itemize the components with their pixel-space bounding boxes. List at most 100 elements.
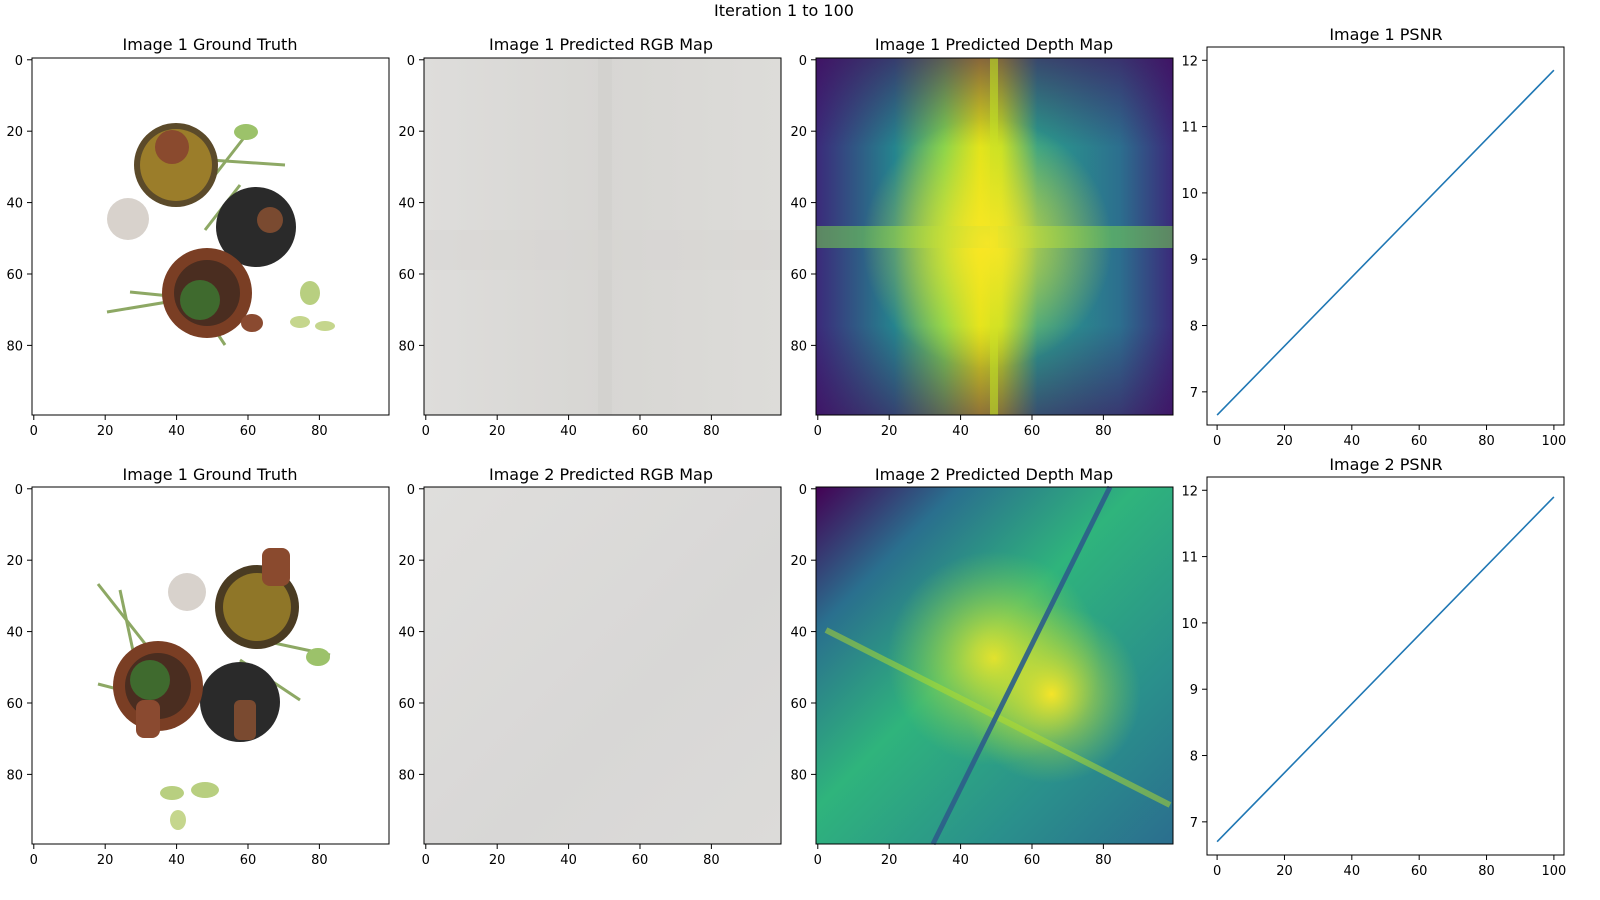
panel-title: Image 2 Predicted RGB Map (489, 465, 713, 484)
y-tick-label: 60 (398, 697, 415, 712)
x-tick-label: 100 (1541, 864, 1566, 879)
x-tick-label: 20 (97, 853, 114, 868)
y-tick-label: 40 (790, 626, 807, 641)
x-tick-label: 0 (814, 853, 822, 868)
x-tick-label: 80 (1478, 864, 1495, 879)
y-tick-label: 7 (1190, 816, 1198, 831)
y-tick-label: 40 (398, 626, 415, 641)
x-tick-label: 0 (422, 424, 430, 439)
axes-frame (423, 57, 782, 416)
axes-frame (31, 486, 390, 845)
x-tick-label: 60 (632, 853, 649, 868)
x-ticks: 0 20 40 60 80 (422, 844, 720, 868)
axes-frame (815, 57, 1174, 416)
psnr-series-line (1216, 69, 1555, 416)
y-tick-label: 80 (6, 339, 23, 354)
x-ticks: 0 20 40 60 80 (30, 844, 328, 868)
axes-frame (31, 57, 390, 416)
x-tick-label: 60 (240, 424, 257, 439)
y-tick-label: 10 (1181, 187, 1198, 202)
y-tick-label: 0 (799, 54, 807, 69)
x-ticks: 0 20 40 60 80 (814, 415, 1112, 439)
panel-r1-psnr: Image 1 PSNR 7 8 9 10 11 12 0 20 40 60 80 100 (1181, 25, 1566, 449)
y-tick-label: 20 (398, 125, 415, 140)
ground-truth-scene (106, 123, 335, 346)
x-tick-label: 20 (97, 424, 114, 439)
x-tick-label: 80 (1478, 434, 1495, 449)
y-tick-label: 40 (6, 197, 23, 212)
panel-title: Image 1 Ground Truth (123, 465, 298, 484)
x-tick-label: 80 (311, 853, 328, 868)
rgb-map-image (424, 487, 781, 844)
x-tick-label: 60 (1411, 864, 1428, 879)
x-tick-label: 0 (30, 424, 38, 439)
x-tick-label: 0 (814, 424, 822, 439)
x-tick-label: 20 (489, 424, 506, 439)
x-tick-label: 40 (168, 424, 185, 439)
y-tick-label: 40 (790, 197, 807, 212)
x-tick-label: 20 (881, 424, 898, 439)
x-ticks: 0 20 40 60 80 (814, 844, 1112, 868)
y-tick-label: 20 (398, 554, 415, 569)
figure-suptitle: Iteration 1 to 100 (714, 1, 854, 20)
y-tick-label: 80 (398, 339, 415, 354)
panel-title: Image 2 Predicted Depth Map (875, 465, 1113, 484)
y-tick-label: 60 (398, 268, 415, 283)
x-tick-label: 40 (168, 853, 185, 868)
x-tick-label: 80 (703, 853, 720, 868)
panel-r1-ground-truth: Image 1 Ground Truth (6, 35, 390, 439)
x-tick-label: 60 (1411, 434, 1428, 449)
y-tick-label: 10 (1181, 617, 1198, 632)
x-tick-label: 40 (1344, 864, 1361, 879)
panel-title: Image 1 Predicted Depth Map (875, 35, 1113, 54)
x-tick-label: 0 (422, 853, 430, 868)
y-tick-label: 12 (1181, 484, 1198, 499)
axes-frame (815, 486, 1174, 845)
y-tick-label: 80 (790, 768, 807, 783)
y-tick-label: 11 (1181, 121, 1198, 136)
x-tick-label: 80 (311, 424, 328, 439)
x-tick-label: 40 (952, 424, 969, 439)
panel-title: Image 1 PSNR (1329, 25, 1442, 44)
image-area (32, 58, 389, 415)
plot-area (1206, 46, 1565, 426)
panel-r2-predicted-rgb: Image 2 Predicted RGB Map 0 20 40 60 80 0 20 4… (398, 465, 782, 868)
y-tick-label: 20 (6, 554, 23, 569)
y-tick-label: 0 (15, 483, 23, 498)
y-tick-label: 9 (1190, 683, 1198, 698)
x-tick-label: 60 (632, 424, 649, 439)
x-tick-label: 0 (30, 853, 38, 868)
panel-r1-predicted-depth: Image 1 Predicted Depth Map 0 20 40 60 80 0 2… (790, 35, 1174, 439)
x-ticks: 0 20 40 60 80 (422, 415, 720, 439)
ground-truth-scene (96, 548, 331, 830)
x-tick-label: 20 (1276, 434, 1293, 449)
x-ticks: 0 20 40 60 80 (30, 415, 328, 439)
panel-title: Image 1 Ground Truth (123, 35, 298, 54)
panel-title: Image 1 Predicted RGB Map (489, 35, 713, 54)
y-ticks: 0 20 40 60 80 (398, 483, 424, 783)
x-tick-label: 20 (881, 853, 898, 868)
y-tick-label: 40 (398, 197, 415, 212)
y-tick-label: 12 (1181, 54, 1198, 69)
x-tick-label: 80 (1095, 424, 1112, 439)
axes-frame (423, 486, 782, 845)
panel-r2-predicted-depth: Image 2 Predicted Depth Map 0 20 40 60 80 0 2… (790, 465, 1174, 868)
x-tick-label: 20 (1276, 864, 1293, 879)
psnr-series-line (1216, 496, 1555, 843)
x-tick-label: 40 (560, 853, 577, 868)
y-tick-label: 0 (407, 483, 415, 498)
x-tick-label: 60 (240, 853, 257, 868)
y-ticks: 0 20 40 60 80 (790, 483, 816, 783)
x-tick-label: 40 (952, 853, 969, 868)
y-tick-label: 80 (790, 339, 807, 354)
y-ticks: 0 20 40 60 80 (6, 483, 32, 783)
y-tick-label: 20 (790, 554, 807, 569)
x-tick-label: 80 (1095, 853, 1112, 868)
y-ticks: 0 20 40 60 80 (6, 54, 32, 354)
x-tick-label: 40 (560, 424, 577, 439)
y-tick-label: 8 (1190, 750, 1198, 765)
panel-title: Image 2 PSNR (1329, 455, 1442, 474)
x-tick-label: 60 (1024, 853, 1041, 868)
panel-r2-ground-truth: Image 1 Ground Truth (6, 465, 390, 868)
